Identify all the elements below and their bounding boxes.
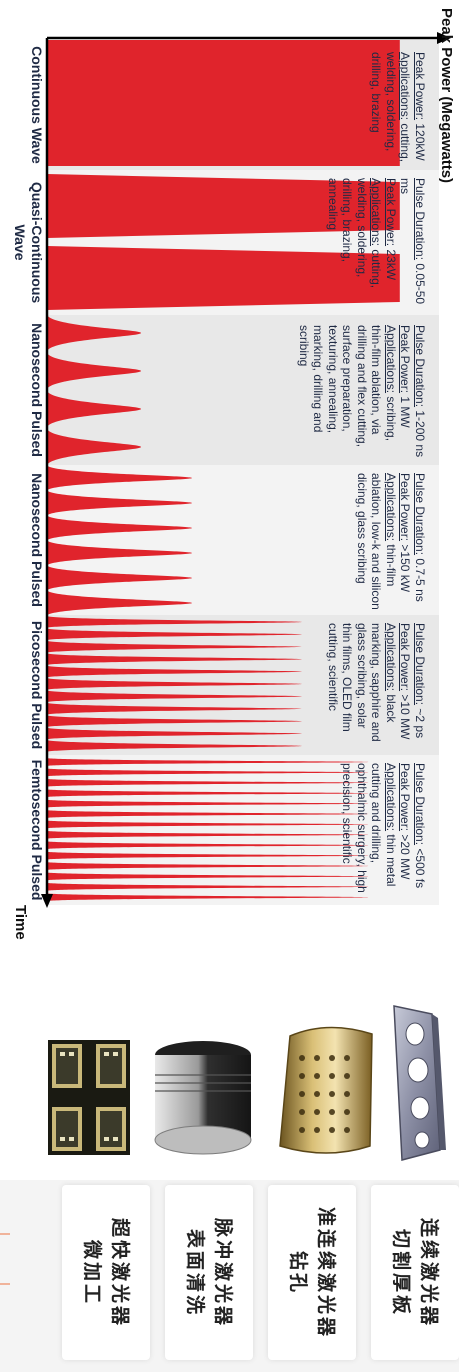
caption-text: 脉冲激光器 表面清洗 xyxy=(184,1217,234,1328)
accent-mark xyxy=(0,1283,10,1285)
applications-line: Applications: cutting, welding, solderin… xyxy=(326,178,384,289)
applications-line: Applications: thin-film ablation, low-k … xyxy=(355,473,398,610)
continuous-wave-block xyxy=(47,40,400,166)
nanosecond-short-pulse xyxy=(47,590,193,616)
caption-card-cw-laser: 连续激光器 切割厚板 xyxy=(371,1185,459,1360)
femtosecond-pulse xyxy=(47,882,369,891)
microchip-photo xyxy=(48,1040,130,1155)
femtosecond-pulse xyxy=(47,872,369,881)
picosecond-pulse xyxy=(47,702,302,715)
applications-line: Applications: black marking, sapphire an… xyxy=(326,623,398,742)
picosecond-pulse xyxy=(47,665,302,678)
pulse-duration-line: Pulse Duration: 0.05-50 ms xyxy=(398,178,428,305)
femtosecond-pulse xyxy=(47,851,369,860)
nanosecond-short-pulse xyxy=(47,565,193,591)
applications-line: Applications: cutting, welding, solderin… xyxy=(369,52,413,163)
column-text-picosecond: Pulse Duration: ~2 ps Peak Power: >10 MW… xyxy=(326,623,427,751)
picosecond-pulse xyxy=(47,678,302,690)
peak-power-line: Peak Power: 23kW xyxy=(384,178,398,281)
caption-text: 超快激光器 微加工 xyxy=(81,1217,131,1328)
peak-power-line: Peak Power: >20 MW xyxy=(398,763,413,880)
column-text-continuous: Peak Power: 120kW Applications: cutting,… xyxy=(369,52,428,168)
femtosecond-pulse xyxy=(47,841,369,850)
nanosecond-pulse xyxy=(47,428,142,466)
column-label-femtosecond: Femtosecond Pulsed xyxy=(29,759,45,901)
column-label-nanosecond-1: Nanosecond Pulsed xyxy=(29,323,45,457)
column-label-quasi-continuous: Quasi-Continuous Wave xyxy=(12,181,45,304)
femtosecond-pulse xyxy=(47,820,369,829)
column-text-quasi-continuous: Pulse Duration: 0.05-50 ms Peak Power: 2… xyxy=(326,178,428,308)
picosecond-pulse xyxy=(47,740,302,752)
y-axis-title: Peak Power (Megawatts) xyxy=(438,8,455,184)
pulse-duration-line: Pulse Duration: 1-200 ns xyxy=(413,325,427,458)
picosecond-pulse xyxy=(47,727,302,740)
femtosecond-pulse xyxy=(47,862,369,870)
femtosecond-pulse xyxy=(47,768,369,777)
quasi-cw-pulse xyxy=(47,174,400,238)
femtosecond-pulse xyxy=(47,893,369,902)
picosecond-pulse xyxy=(47,690,302,703)
nanosecond-short-pulse xyxy=(47,465,193,491)
piston-photo xyxy=(145,1035,260,1160)
nanosecond-short-pulse xyxy=(47,490,193,516)
x-axis-title: Time xyxy=(12,905,29,940)
nanosecond-pulse xyxy=(47,390,142,428)
caption-card-ultrafast-laser: 超快激光器 微加工 xyxy=(62,1185,150,1360)
column-panel xyxy=(47,315,439,465)
column-text-nanosecond-2: Pulse Duration: 0.7-5 ns Peak Power: >15… xyxy=(355,473,427,611)
femtosecond-pulse xyxy=(47,789,369,798)
caption-card-qcw-laser: 准连续激光器 钻孔 xyxy=(268,1185,356,1360)
laser-pulse-diagram: Peak Power (Megawatts) Time Continuous W… xyxy=(12,8,455,940)
column-label-picosecond: Picosecond Pulsed xyxy=(29,620,45,750)
nanosecond-short-pulse xyxy=(47,515,193,541)
femtosecond-pulse xyxy=(47,778,369,787)
femtosecond-pulse xyxy=(47,810,369,818)
nanosecond-short-pulse xyxy=(47,540,193,566)
peak-power-line: Peak Power: 1 MW xyxy=(398,325,413,428)
power-axis-arrow xyxy=(437,32,451,44)
drilled-cylinder-photo xyxy=(272,1018,382,1163)
nanosecond-pulse xyxy=(47,352,142,390)
column-text-femtosecond: Pulse Duration: <500 fs Peak Power: >20 … xyxy=(340,763,428,899)
peak-power-line: Peak Power: 120kW xyxy=(413,52,427,161)
picosecond-pulse xyxy=(47,628,302,641)
column-label-nanosecond-2: Nanosecond Pulsed xyxy=(29,473,45,607)
caption-card-pulsed-laser: 脉冲激光器 表面清洗 xyxy=(165,1185,253,1360)
caption-text: 准连续激光器 钻孔 xyxy=(287,1206,337,1339)
picosecond-pulse xyxy=(47,640,302,653)
metal-plate-photo xyxy=(380,1000,450,1165)
column-text-nanosecond-1: Pulse Duration: 1-200 ns Peak Power: 1 M… xyxy=(297,325,427,461)
pulse-duration-line: Pulse Duration: 0.7-5 ns xyxy=(413,473,427,602)
picosecond-pulse xyxy=(47,653,302,666)
applications-line: Applications: scribing, thin-film ablati… xyxy=(297,325,398,448)
accent-mark xyxy=(0,1233,10,1235)
picosecond-pulse xyxy=(47,616,302,628)
femtosecond-pulse xyxy=(47,830,369,839)
column-label-continuous: Continuous Wave xyxy=(29,46,45,164)
quasi-cw-pulse xyxy=(47,246,400,310)
time-axis-arrow xyxy=(41,894,53,908)
femtosecond-pulse xyxy=(47,799,369,808)
peak-power-line: Peak Power: >10 MW xyxy=(398,623,413,740)
applications-line: Applications: thin metal cutting and dri… xyxy=(340,763,399,893)
pulse-chart xyxy=(41,32,451,908)
caption-text: 连续激光器 切割厚板 xyxy=(390,1217,440,1328)
peak-power-line: Peak Power: >150 kW xyxy=(398,473,413,593)
pulse-duration-line: Pulse Duration: <500 fs xyxy=(413,763,427,889)
femtosecond-pulse xyxy=(47,758,369,766)
picosecond-pulse xyxy=(47,715,302,728)
nanosecond-pulse xyxy=(47,314,142,352)
pulse-duration-line: Pulse Duration: ~2 ps xyxy=(413,623,427,739)
